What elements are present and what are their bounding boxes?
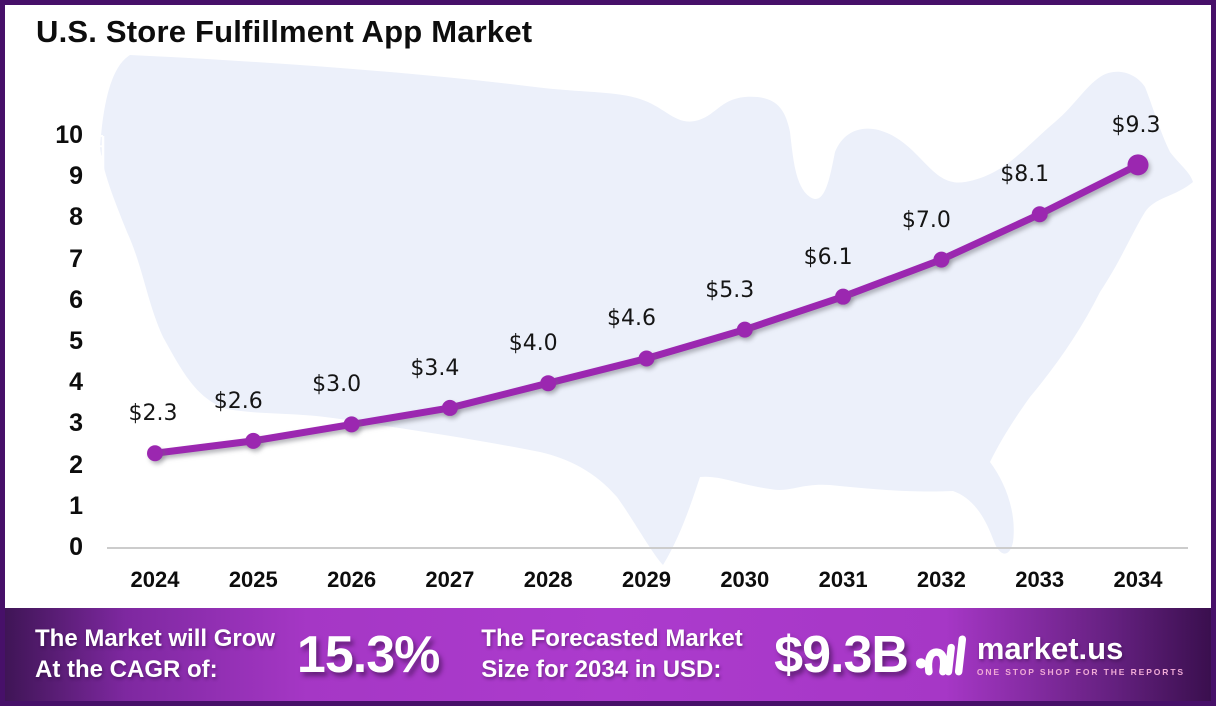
cagr-label-line1: The Market will Grow — [35, 624, 276, 652]
x-axis-tick-label: 2024 — [130, 567, 180, 592]
data-point-marker — [540, 375, 557, 392]
line-chart: 0 1 2 3 4 5 6 7 8 9 10 2024 2025 2026 2027 2028 2029 2030… — [5, 5, 1211, 606]
data-point-label: $4.6 — [607, 306, 656, 332]
y-axis-tick-label: 2 — [69, 450, 83, 479]
footer-banner: The Market will Grow At the CAGR of: 15.… — [5, 608, 1211, 701]
chart-canvas — [90, 135, 1188, 549]
data-point-label: $3.4 — [410, 355, 460, 381]
y-axis-tick-label: 1 — [69, 491, 83, 520]
data-point-label: $7.0 — [901, 207, 951, 233]
x-axis-tick-label: 2033 — [1015, 567, 1065, 592]
data-point-label: $3.0 — [312, 372, 362, 398]
y-axis-tick-label: 0 — [69, 533, 83, 561]
x-axis-tick-label: 2028 — [523, 567, 573, 592]
page-title: U.S. Store Fulfillment App Market — [36, 14, 533, 49]
forecast-value: $9.3B — [774, 625, 909, 684]
data-point-marker — [1127, 154, 1149, 176]
y-axis-tick-label: 5 — [69, 327, 83, 355]
data-point-marker — [1031, 206, 1048, 223]
x-axis-tick-label: 2027 — [425, 567, 475, 592]
marketus-logo: market.us ONE STOP SHOP FOR THE REPORTS — [915, 633, 1185, 677]
cagr-label: The Market will Grow At the CAGR of: — [35, 624, 297, 685]
marketus-logo-text: market.us ONE STOP SHOP FOR THE REPORTS — [977, 633, 1185, 677]
data-point-marker — [343, 416, 360, 433]
data-point-marker — [835, 288, 852, 305]
cagr-value: 15.3% — [296, 625, 440, 684]
logo-name: market.us — [976, 630, 1124, 666]
y-axis-tick-label: 4 — [69, 368, 83, 397]
data-point-label: $2.3 — [128, 401, 178, 427]
x-axis-tick-label: 2026 — [327, 567, 377, 592]
cagr-label-line2: At the CAGR of: — [35, 655, 218, 683]
logo-tagline: ONE STOP SHOP FOR THE REPORTS — [976, 666, 1185, 677]
data-point-label: $5.3 — [705, 277, 755, 303]
y-axis-tick-label: 8 — [69, 203, 83, 232]
data-point-marker — [147, 445, 163, 462]
data-point-label: $9.3 — [1111, 112, 1161, 138]
data-point-marker — [736, 321, 753, 338]
x-axis-tick-label: 2025 — [228, 567, 278, 592]
y-axis-tick-label: 7 — [69, 244, 83, 273]
data-point-marker — [441, 399, 458, 416]
data-point-label: $4.0 — [508, 331, 558, 357]
data-point-label: $8.1 — [1000, 162, 1050, 188]
x-axis-tick-label: 2030 — [720, 567, 770, 592]
x-axis-tick-label: 2032 — [916, 567, 966, 592]
forecast-label-line2: Size for 2034 in USD: — [481, 655, 722, 683]
y-axis-tick-label: 3 — [69, 409, 83, 438]
x-axis-tick-label: 2034 — [1113, 567, 1163, 592]
x-axis-tick-label: 2031 — [818, 567, 868, 592]
x-axis-tick-label: 2029 — [622, 567, 671, 592]
y-axis-tick-label: 9 — [69, 162, 83, 191]
data-point-marker — [245, 432, 262, 449]
forecast-label-line1: The Forecasted Market — [481, 624, 743, 652]
usa-map-silhouette — [100, 55, 1193, 565]
forecast-label: The Forecasted Market Size for 2034 in U… — [481, 624, 762, 685]
data-point-marker — [933, 251, 950, 268]
data-point-label: $2.6 — [213, 388, 263, 414]
marketus-logo-icon — [915, 635, 966, 675]
y-axis-tick-label: 6 — [69, 285, 83, 314]
y-axis-tick-label: 10 — [55, 121, 83, 149]
data-point-marker — [638, 350, 655, 367]
data-point-label: $6.1 — [803, 244, 853, 270]
